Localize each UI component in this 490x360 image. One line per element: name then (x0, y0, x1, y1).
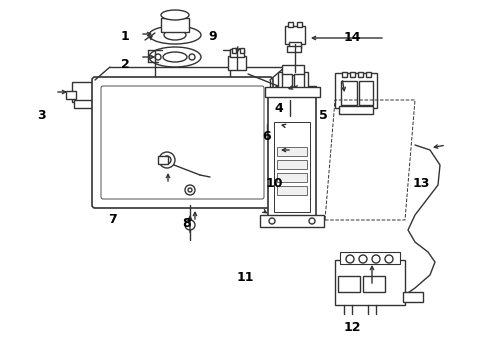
Text: 13: 13 (413, 177, 430, 190)
Bar (342, 72, 347, 77)
Bar (363, 276, 385, 292)
Bar (230, 49, 244, 57)
Ellipse shape (163, 52, 187, 62)
FancyBboxPatch shape (101, 86, 264, 199)
Bar (240, 48, 244, 53)
Bar (158, 156, 168, 164)
Bar (66, 91, 76, 99)
Bar (403, 292, 423, 302)
Circle shape (385, 255, 393, 263)
Circle shape (372, 255, 380, 263)
Bar (289, 42, 301, 48)
Text: 9: 9 (209, 30, 218, 42)
Text: 10: 10 (266, 177, 283, 190)
Bar (359, 81, 373, 105)
Bar (277, 186, 307, 195)
Circle shape (185, 185, 195, 195)
Circle shape (163, 156, 171, 164)
Bar (72, 82, 94, 102)
Circle shape (155, 54, 161, 60)
Ellipse shape (161, 10, 189, 20)
Bar (268, 95, 316, 220)
Bar (228, 56, 246, 70)
FancyBboxPatch shape (92, 77, 273, 208)
Bar (297, 22, 302, 27)
Bar (260, 215, 324, 227)
Bar (294, 74, 304, 98)
Circle shape (359, 255, 367, 263)
Text: 7: 7 (108, 213, 117, 226)
Text: 6: 6 (263, 130, 271, 143)
Circle shape (159, 152, 175, 168)
Bar (267, 124, 277, 134)
Text: 3: 3 (37, 109, 46, 122)
Text: 2: 2 (121, 58, 129, 71)
Bar (341, 81, 357, 105)
Circle shape (269, 218, 275, 224)
Text: 14: 14 (344, 31, 362, 44)
Bar (161, 18, 189, 32)
Bar (335, 73, 377, 108)
Text: 4: 4 (275, 102, 284, 114)
Bar (282, 65, 304, 75)
Circle shape (346, 255, 354, 263)
Ellipse shape (164, 30, 186, 40)
Bar (270, 137, 298, 145)
Bar (278, 72, 308, 100)
Ellipse shape (149, 26, 201, 44)
Bar (338, 276, 360, 292)
Bar (340, 252, 400, 264)
Bar (274, 122, 310, 212)
Bar (277, 160, 307, 169)
Bar (285, 26, 305, 44)
Bar (335, 260, 405, 305)
Bar (277, 147, 307, 156)
Bar (282, 74, 292, 98)
Circle shape (188, 188, 192, 192)
Bar (358, 72, 363, 77)
Bar (272, 116, 296, 138)
Bar (350, 72, 355, 77)
Bar (287, 46, 301, 52)
Bar (277, 173, 307, 182)
Text: 11: 11 (236, 271, 254, 284)
Text: 8: 8 (182, 217, 191, 230)
Bar (74, 100, 92, 108)
Ellipse shape (149, 47, 201, 67)
Circle shape (185, 220, 195, 230)
Circle shape (189, 54, 195, 60)
Bar (232, 48, 236, 53)
Text: 12: 12 (344, 321, 362, 334)
Text: 5: 5 (319, 109, 328, 122)
Bar (265, 87, 320, 97)
Bar (339, 106, 373, 114)
Bar (288, 22, 293, 27)
Text: 1: 1 (121, 30, 129, 42)
Bar (366, 72, 371, 77)
Circle shape (309, 218, 315, 224)
